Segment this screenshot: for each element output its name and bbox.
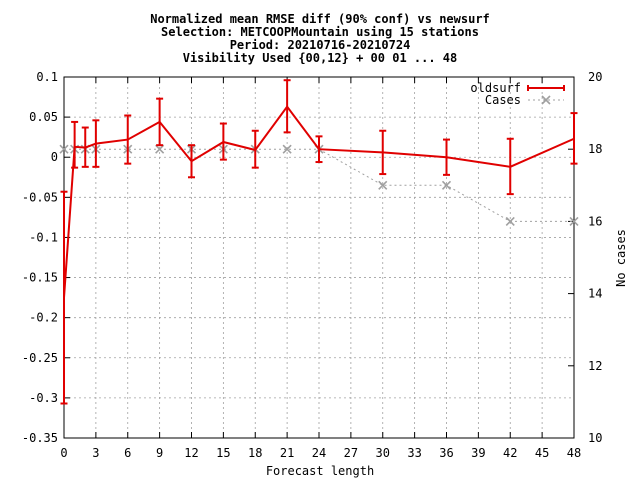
oldsurf-error-bar (156, 97, 164, 147)
x-tick-label: 45 (535, 446, 549, 460)
cases-point (441, 180, 452, 190)
x-tick-label: 21 (280, 446, 294, 460)
oldsurf-error-bar (219, 122, 227, 161)
y-left-tick-label: -0.3 (29, 391, 58, 405)
cases-marker-stroke (378, 180, 388, 190)
cases-point (282, 144, 292, 154)
plot-series (59, 79, 579, 405)
cases-marker-stroke (569, 216, 579, 226)
oldsurf-error-bar (283, 79, 291, 134)
cases-point (155, 144, 165, 154)
oldsurf-error-bar (251, 129, 259, 169)
chart-title: Normalized mean RMSE diff (90% conf) vs … (150, 12, 490, 65)
cases-marker-stroke (505, 216, 515, 226)
grid (64, 77, 574, 438)
legend-label-oldsurf: oldsurf (470, 81, 521, 95)
cases-marker-stroke (441, 180, 452, 190)
y-left-tick-label: -0.05 (22, 190, 58, 204)
oldsurf-error-bar (188, 144, 195, 179)
legend-label-cases: Cases (485, 93, 521, 107)
cases-marker-stroke (155, 144, 165, 154)
x-tick-label: 12 (184, 446, 198, 460)
x-tick-label: 39 (471, 446, 485, 460)
axes: 0 3 6 9 12 15 18 21 24 27 30 33 36 39 42 45 48-0.35-0.3-… (22, 70, 603, 460)
cases-marker-stroke (541, 95, 551, 105)
x-tick-label: 42 (503, 446, 517, 460)
x-tick-label: 24 (312, 446, 326, 460)
x-tick-label: 18 (248, 446, 262, 460)
oldsurf-error-bar (379, 129, 387, 176)
x-tick-label: 6 (124, 446, 131, 460)
x-tick-label: 48 (567, 446, 581, 460)
x-tick-label: 15 (216, 446, 230, 460)
cases-point (378, 180, 388, 190)
title-line-1: Normalized mean RMSE diff (90% conf) vs … (150, 12, 490, 26)
y-left-tick-label: -0.1 (29, 230, 58, 244)
y-left-tick-label: -0.2 (29, 311, 58, 325)
y-right-tick-label: 16 (588, 214, 602, 228)
y-left-tick-label: -0.15 (22, 271, 58, 285)
y-left-tick-label: -0.25 (22, 351, 58, 365)
cases-point (59, 144, 69, 154)
x-tick-label: 30 (376, 446, 390, 460)
cases-marker-stroke (282, 144, 292, 154)
oldsurf-error-bar (71, 120, 79, 169)
title-line-4: Visibility Used {00,12} + 00 01 ... 48 (183, 51, 458, 65)
cases-marker-stroke (59, 144, 69, 154)
oldsurf-error-bar (124, 114, 132, 165)
oldsurf-error-bar (570, 112, 578, 165)
y-left-tick-label: 0 (51, 150, 58, 164)
y-right-tick-label: 14 (588, 287, 602, 301)
x-tick-label: 3 (92, 446, 99, 460)
y-left-tick-label: -0.35 (22, 431, 58, 445)
x-tick-label: 9 (156, 446, 163, 460)
oldsurf-error-bar (92, 119, 100, 168)
title-line-2: Selection: METCOOPMountain using 15 stat… (161, 25, 479, 39)
y-right-tick-label: 20 (588, 70, 602, 84)
oldsurf-error-bar (315, 135, 323, 164)
y-right-tick-label: 12 (588, 359, 602, 373)
y-left-tick-label: 0.1 (36, 70, 58, 84)
cases-point (569, 216, 579, 226)
x-axis-label: Forecast length (266, 464, 374, 478)
y-left-tick-label: 0.05 (29, 110, 58, 124)
oldsurf-error-bar (506, 137, 514, 196)
cases-point (541, 95, 551, 105)
x-tick-label: 33 (407, 446, 421, 460)
title-line-3: Period: 20210716-20210724 (230, 38, 411, 52)
y-axis-right-label: No cases (614, 229, 628, 287)
y-right-tick-label: 18 (588, 142, 602, 156)
oldsurf-error-bar (81, 126, 89, 168)
cases-line (64, 148, 574, 222)
x-tick-label: 0 (60, 446, 67, 460)
x-tick-label: 27 (344, 446, 358, 460)
y-right-tick-label: 10 (588, 431, 602, 445)
cases-point (505, 216, 515, 226)
oldsurf-error-bar (60, 190, 68, 405)
oldsurf-error-bar (443, 138, 450, 176)
x-tick-label: 36 (439, 446, 453, 460)
